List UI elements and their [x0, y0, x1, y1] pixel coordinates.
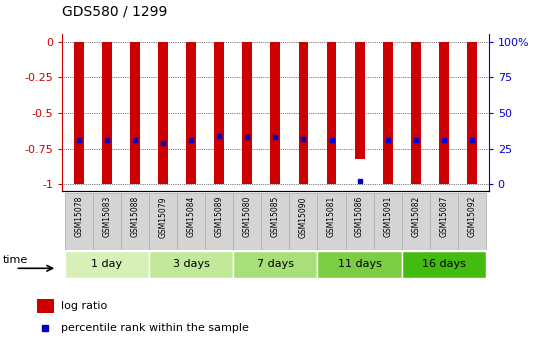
Text: GDS580 / 1299: GDS580 / 1299	[62, 4, 167, 19]
Text: GSM15080: GSM15080	[243, 196, 252, 237]
FancyBboxPatch shape	[458, 193, 486, 250]
Text: 3 days: 3 days	[173, 259, 210, 269]
Bar	[467, 42, 477, 184]
Text: time: time	[3, 255, 29, 265]
Text: log ratio: log ratio	[61, 301, 107, 311]
FancyBboxPatch shape	[149, 193, 177, 250]
Text: GSM15091: GSM15091	[383, 196, 392, 237]
Text: GSM15083: GSM15083	[103, 196, 111, 237]
FancyBboxPatch shape	[402, 251, 486, 278]
Bar	[37, 299, 54, 313]
Text: GSM15092: GSM15092	[467, 196, 476, 237]
Bar	[242, 42, 252, 184]
FancyBboxPatch shape	[318, 193, 346, 250]
FancyBboxPatch shape	[374, 193, 402, 250]
Bar	[299, 42, 308, 184]
FancyBboxPatch shape	[65, 193, 93, 250]
FancyBboxPatch shape	[233, 251, 318, 278]
Text: GSM15085: GSM15085	[271, 196, 280, 237]
FancyBboxPatch shape	[289, 193, 318, 250]
FancyBboxPatch shape	[93, 193, 121, 250]
FancyBboxPatch shape	[177, 193, 205, 250]
Bar	[271, 42, 280, 184]
Text: GSM15082: GSM15082	[411, 196, 420, 237]
FancyBboxPatch shape	[149, 251, 233, 278]
Text: GSM15081: GSM15081	[327, 196, 336, 237]
Text: GSM15090: GSM15090	[299, 196, 308, 238]
Bar	[158, 42, 168, 184]
Text: percentile rank within the sample: percentile rank within the sample	[61, 323, 249, 333]
Text: 11 days: 11 days	[338, 259, 382, 269]
Bar	[355, 42, 365, 159]
FancyBboxPatch shape	[261, 193, 289, 250]
Text: 7 days: 7 days	[257, 259, 294, 269]
Text: GSM15084: GSM15084	[187, 196, 195, 237]
FancyBboxPatch shape	[402, 193, 430, 250]
FancyBboxPatch shape	[65, 251, 149, 278]
FancyBboxPatch shape	[318, 251, 402, 278]
FancyBboxPatch shape	[430, 193, 458, 250]
Bar	[130, 42, 140, 184]
Text: 16 days: 16 days	[422, 259, 465, 269]
Bar	[439, 42, 449, 184]
Text: GSM15086: GSM15086	[355, 196, 364, 237]
Bar	[383, 42, 393, 184]
Text: GSM15079: GSM15079	[159, 196, 167, 238]
FancyBboxPatch shape	[233, 193, 261, 250]
Bar	[102, 42, 112, 184]
FancyBboxPatch shape	[121, 193, 149, 250]
Bar	[411, 42, 421, 184]
Text: 1 day: 1 day	[91, 259, 123, 269]
Bar	[214, 42, 224, 184]
FancyBboxPatch shape	[205, 193, 233, 250]
FancyBboxPatch shape	[346, 193, 374, 250]
Text: GSM15087: GSM15087	[440, 196, 448, 237]
Text: GSM15088: GSM15088	[131, 196, 139, 237]
Text: GSM15089: GSM15089	[215, 196, 224, 237]
Bar	[327, 42, 336, 184]
Bar	[186, 42, 196, 184]
Bar	[74, 42, 84, 184]
Text: GSM15078: GSM15078	[75, 196, 84, 237]
